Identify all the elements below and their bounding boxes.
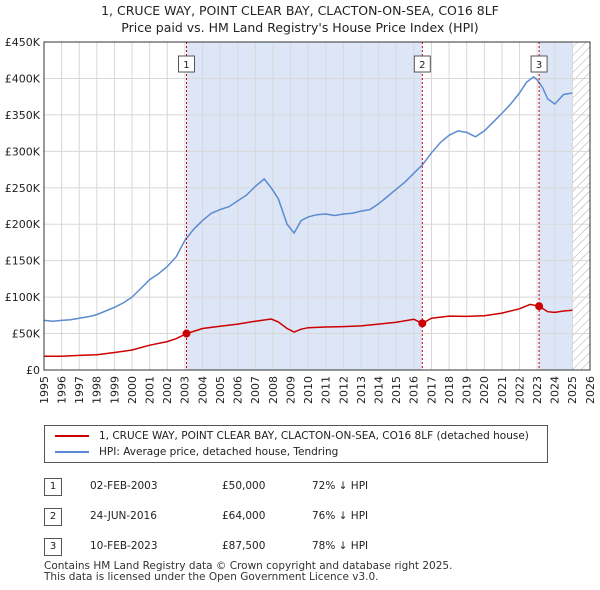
x-tick-label: 2012 xyxy=(337,376,350,404)
x-tick-label: 2005 xyxy=(214,376,227,404)
footer-attribution: Contains HM Land Registry data © Crown c… xyxy=(44,561,452,583)
sale-marker-badge: 3 xyxy=(44,538,62,556)
y-tick-label: £450K xyxy=(5,36,41,49)
x-tick-label: 2003 xyxy=(179,376,192,404)
x-tick-label: 2026 xyxy=(584,376,597,404)
y-tick-label: £200K xyxy=(5,218,41,231)
x-tick-label: 2017 xyxy=(425,376,438,404)
x-tick-label: 2022 xyxy=(513,376,526,404)
legend-label-hpi: HPI: Average price, detached house, Tend… xyxy=(99,446,339,458)
sale-price: £50,000 xyxy=(222,480,266,492)
sale-point xyxy=(418,319,427,328)
x-tick-label: 2009 xyxy=(284,376,297,404)
sale-marker-label: 2 xyxy=(419,60,425,71)
x-tick-label: 1995 xyxy=(38,376,51,404)
plot-border xyxy=(43,41,591,371)
sale-marker-box xyxy=(413,55,431,73)
sale-hpi-diff: 78% ↓ HPI xyxy=(312,540,369,552)
x-tick-label: 2004 xyxy=(196,376,209,404)
hpi-line xyxy=(44,76,573,322)
sale-marker-badge: 1 xyxy=(44,478,62,496)
x-tick-label: 1996 xyxy=(55,376,68,404)
chart-legend: 1, CRUCE WAY, POINT CLEAR BAY, CLACTON-O… xyxy=(44,425,548,463)
x-tick-label: 1999 xyxy=(108,376,121,404)
sale-price: £64,000 xyxy=(222,510,266,522)
y-tick-label: £400K xyxy=(5,72,41,85)
x-tick-label: 2008 xyxy=(267,376,280,404)
x-tick-label: 2024 xyxy=(549,376,562,404)
sale-hpi-diff: 72% ↓ HPI xyxy=(312,480,369,492)
sale-row: 3 10-FEB-2023 £87,500 78% ↓ HPI xyxy=(44,532,564,562)
x-tick-label: 2025 xyxy=(566,376,579,404)
footer-line1: Contains HM Land Registry data © Crown c… xyxy=(44,560,453,572)
x-tick-label: 2016 xyxy=(408,376,421,404)
y-tick-label: £250K xyxy=(5,182,41,195)
y-tick-label: £300K xyxy=(5,145,41,158)
x-tick-label: 2006 xyxy=(232,376,245,404)
price-chart: £0 £50K £100K £150K £200K £250K £300K £350K £400… xyxy=(5,36,597,404)
property-price-line xyxy=(44,303,573,357)
x-tick-label: 2021 xyxy=(496,376,509,404)
chart-title-line1: 1, CRUCE WAY, POINT CLEAR BAY, CLACTON-O… xyxy=(101,3,499,18)
sales-table: 1 02-FEB-2003 £50,000 72% ↓ HPI 2 24-JUN… xyxy=(44,472,564,562)
sale-marker-label: 3 xyxy=(536,60,542,71)
chart-title-line2: Price paid vs. HM Land Registry's House … xyxy=(121,20,479,35)
x-tick-label: 2007 xyxy=(249,376,262,404)
ownership-shade xyxy=(539,42,573,370)
x-tick-label: 2013 xyxy=(355,376,368,404)
x-tick-label: 2010 xyxy=(302,376,315,404)
x-tick-label: 2020 xyxy=(478,376,491,404)
x-tick-label: 1998 xyxy=(91,376,104,404)
x-tick-label: 2002 xyxy=(161,376,174,404)
x-tick-label: 2015 xyxy=(390,376,403,404)
sale-marker-box xyxy=(177,55,195,73)
y-tick-label: £350K xyxy=(5,109,41,122)
sale-point xyxy=(535,302,544,311)
legend-label-property: 1, CRUCE WAY, POINT CLEAR BAY, CLACTON-O… xyxy=(99,430,529,442)
x-tick-label: 2000 xyxy=(126,376,139,404)
x-tick-label: 1997 xyxy=(73,376,86,404)
sale-hpi-diff: 76% ↓ HPI xyxy=(312,510,369,522)
x-tick-label: 2001 xyxy=(144,376,157,404)
sale-date: 10-FEB-2023 xyxy=(90,540,158,552)
x-tick-label: 2014 xyxy=(372,376,385,404)
forecast-hatch xyxy=(572,42,590,370)
ownership-shade xyxy=(186,42,423,370)
x-tick-label: 2023 xyxy=(531,376,544,404)
sale-marker-label: 1 xyxy=(183,60,189,71)
sale-row: 2 24-JUN-2016 £64,000 76% ↓ HPI xyxy=(44,502,564,532)
y-tick-label: £0 xyxy=(26,364,40,377)
sale-price: £87,500 xyxy=(222,540,266,552)
x-tick-label: 2019 xyxy=(461,376,474,404)
sale-point xyxy=(182,329,191,338)
sale-date: 02-FEB-2003 xyxy=(90,480,158,492)
sale-date: 24-JUN-2016 xyxy=(90,510,157,522)
sale-marker-badge: 2 xyxy=(44,508,62,526)
x-tick-label: 2018 xyxy=(443,376,456,404)
legend-swatch-hpi xyxy=(55,451,89,453)
sale-marker-box xyxy=(530,55,548,73)
x-tick-label: 2011 xyxy=(320,376,333,404)
legend-swatch-property xyxy=(55,435,89,437)
sale-row: 1 02-FEB-2003 £50,000 72% ↓ HPI xyxy=(44,472,564,502)
y-tick-label: £50K xyxy=(12,328,41,341)
y-tick-label: £150K xyxy=(5,255,41,268)
y-tick-label: £100K xyxy=(5,291,41,304)
footer-line2: This data is licensed under the Open Gov… xyxy=(44,571,379,583)
